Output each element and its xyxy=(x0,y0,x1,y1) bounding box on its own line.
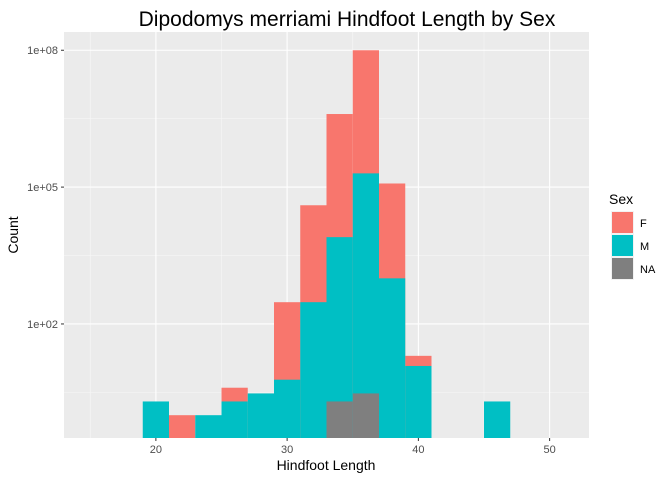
bar-m xyxy=(300,302,327,438)
bar-m xyxy=(379,278,406,438)
x-tick-label: 50 xyxy=(544,444,556,456)
bar-na xyxy=(326,401,353,438)
bar-na xyxy=(352,393,379,438)
axes: 20 30 40 50 1e+02 1e+05 1e+08 xyxy=(27,45,556,456)
legend-label-f: F xyxy=(640,218,647,230)
bar-m xyxy=(247,393,274,438)
x-tick-label: 20 xyxy=(150,444,162,456)
bar-f xyxy=(169,415,196,438)
bar-m xyxy=(195,415,222,438)
legend: Sex FM NA xyxy=(609,191,656,280)
bar-m xyxy=(274,379,301,438)
y-tick-label: 1e+05 xyxy=(27,182,58,194)
legend-title: Sex xyxy=(609,191,633,207)
x-axis-title: Hindfoot Length xyxy=(277,457,376,473)
y-tick-label: 1e+02 xyxy=(27,319,58,331)
legend-label-m: M xyxy=(640,241,649,253)
legend-label-na: NA xyxy=(640,264,656,276)
legend-swatch-m xyxy=(612,235,633,256)
x-tick-label: 40 xyxy=(412,444,424,456)
bar-m xyxy=(221,401,248,438)
bar-m xyxy=(484,401,511,438)
chart-title: Dipodomys merriami Hindfoot Length by Se… xyxy=(139,8,556,31)
legend-swatch-f xyxy=(612,212,633,233)
bar-m xyxy=(405,365,432,438)
bar-m xyxy=(142,401,169,438)
histogram-bars xyxy=(142,50,511,439)
legend-swatch-na xyxy=(612,258,633,279)
x-tick-label: 30 xyxy=(281,444,293,456)
y-tick-label: 1e+08 xyxy=(27,45,58,57)
y-axis-title: Count xyxy=(5,216,21,253)
